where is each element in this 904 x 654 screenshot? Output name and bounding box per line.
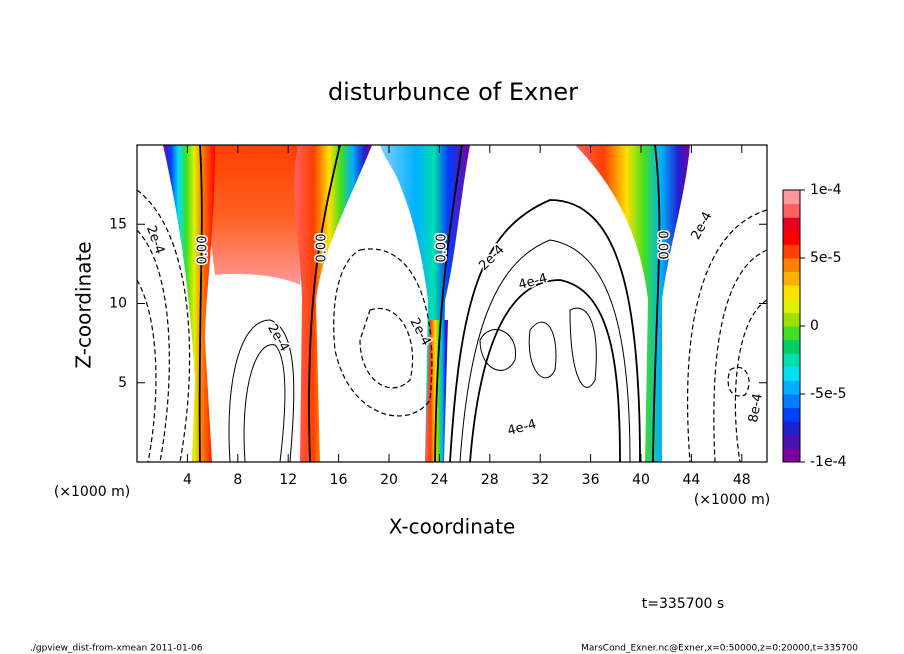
contour-fill <box>163 145 215 462</box>
colorbar-tick-label: -1e-4 <box>810 454 847 470</box>
colorbar-tick-label: 0 <box>810 318 819 334</box>
chart-title: disturbunce of Exner <box>328 78 578 106</box>
y-tick-label: 10 <box>109 296 127 312</box>
colorbar-tick-label: -5e-5 <box>810 386 847 402</box>
colorbar-band <box>783 353 800 368</box>
contour-label: 8e-4 <box>746 392 766 423</box>
x-tick-label: 36 <box>582 472 600 488</box>
colorbar-band <box>783 271 800 286</box>
colorbar-band <box>783 394 800 409</box>
colorbar-band <box>783 339 800 354</box>
x-tick-label: 16 <box>330 472 348 488</box>
contour-label: 2e-4 <box>476 242 507 273</box>
contour-fill <box>294 145 372 462</box>
colorbar-band <box>783 326 800 341</box>
colorbar-band <box>783 366 800 381</box>
x-tick-label: 44 <box>682 472 700 488</box>
contour-label: 0.00 <box>655 231 670 260</box>
contour-label: 4e-4 <box>506 417 538 439</box>
colorbar-band <box>783 448 800 463</box>
x-tick-label: 48 <box>733 472 751 488</box>
contour-fill <box>575 145 690 462</box>
x-tick-label: 28 <box>481 472 499 488</box>
contour-label: 0.00 <box>196 236 211 265</box>
x-tick-label: 20 <box>380 472 398 488</box>
contour-label: 0.00 <box>435 234 450 263</box>
x-unit-label: (×1000 m) <box>54 484 130 500</box>
contour-label: 2e-4 <box>689 210 716 243</box>
colorbar-band <box>783 203 800 218</box>
contour-label: 2e-4 <box>264 322 292 355</box>
x-unit-label: (×1000 m) <box>694 492 770 508</box>
x-tick-label: 12 <box>279 472 297 488</box>
colorbar-band <box>783 421 800 436</box>
colorbar-band <box>783 258 800 273</box>
contour-label: 0.00 <box>315 234 330 263</box>
colorbar-band <box>783 285 800 300</box>
x-tick-label: 24 <box>430 472 448 488</box>
contour-fill <box>380 145 470 462</box>
colorbar-tick-label: 5e-5 <box>810 250 841 266</box>
colorbar-tick-label: 1e-4 <box>810 182 842 198</box>
x-tick-label: 40 <box>632 472 650 488</box>
x-tick-label: 8 <box>233 472 242 488</box>
x-axis-label: X-coordinate <box>389 515 516 539</box>
colorbar-band <box>783 380 800 395</box>
colorbar-band <box>783 217 800 232</box>
colorbar-band <box>783 312 800 327</box>
contour-label: 4e-4 <box>517 271 549 293</box>
footer-left: ./gpview_dist-from-xmean 2011-01-06 <box>30 644 203 654</box>
time-label: t=335700 s <box>642 596 724 612</box>
x-tick-label: 32 <box>531 472 549 488</box>
colorbar-band <box>783 244 800 259</box>
contour-label: 2e-4 <box>143 224 167 257</box>
colorbar-band <box>783 190 800 205</box>
colorbar-band <box>783 298 800 313</box>
filled-contours <box>163 145 690 462</box>
contour-lines <box>136 144 768 463</box>
y-tick-label: 15 <box>109 216 127 232</box>
colorbar-band <box>783 407 800 422</box>
y-axis-label: Z-coordinate <box>72 241 96 368</box>
colorbar-band <box>783 434 800 449</box>
colorbar-band <box>783 230 800 245</box>
x-tick-label: 4 <box>183 472 192 488</box>
footer-right: MarsCond_Exner.nc@Exner,x=0:50000,z=0:20… <box>581 644 858 654</box>
y-tick-label: 5 <box>118 375 127 391</box>
